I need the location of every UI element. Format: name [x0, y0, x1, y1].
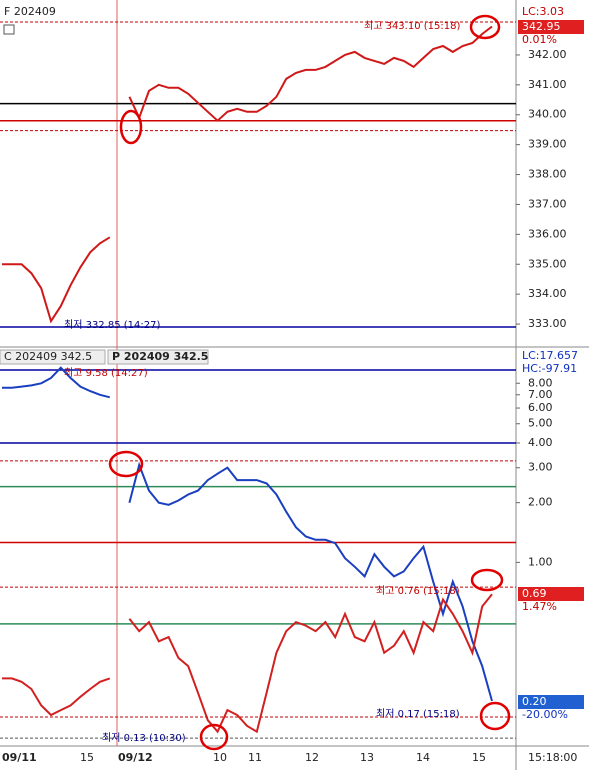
highlight-circle [119, 109, 143, 145]
price-tag [518, 20, 584, 34]
tag-text: 0.20 [522, 695, 547, 708]
price-line [2, 25, 493, 324]
title-box [107, 349, 209, 365]
x-tick-label: 11 [248, 751, 262, 764]
y-tick-label: 336.00 [528, 227, 567, 240]
annotation: 최저 0.13 (10:30) [102, 732, 186, 744]
y-tick-label: 342.00 [528, 48, 567, 61]
annotation: 최저 0.17 (15:18) [376, 708, 460, 720]
time-label: 15:18:00 [528, 751, 577, 764]
highlight-circle [479, 701, 511, 731]
y-tick-label: 340.00 [528, 108, 567, 121]
y-tick-label: 333.00 [528, 317, 567, 330]
y-tick-label: 5.00 [528, 417, 553, 430]
y-tick-label: 1.00 [528, 555, 553, 568]
x-tick-label: 10 [213, 751, 227, 764]
price-tag [518, 695, 584, 709]
pane-title: P 202409 342.5 [112, 350, 208, 363]
tag-text: -20.00% [522, 708, 568, 721]
title-box [0, 349, 106, 365]
y-tick-label: 339.00 [528, 138, 567, 151]
highlight-circle [469, 14, 501, 40]
highlight-circle [108, 450, 144, 478]
tag-text: LC:17.657 [522, 349, 578, 362]
x-tick-label: 12 [305, 751, 319, 764]
highlight-circle [199, 723, 229, 751]
x-tick-label: 09/12 [118, 751, 153, 764]
y-tick-label: 7.00 [528, 388, 553, 401]
annotation: 최고 343.10 (15:18) [364, 20, 460, 32]
price-line [2, 593, 493, 734]
price-line [2, 366, 493, 702]
y-tick-label: 3.00 [528, 461, 553, 474]
pane-title: F 202409 [4, 5, 56, 18]
pane-title: C 202409 342.5 [4, 350, 92, 363]
x-tick-label: 09/11 [2, 751, 37, 764]
y-tick-label: 8.00 [528, 376, 553, 389]
highlight-circle [470, 568, 504, 592]
y-tick-label: 338.00 [528, 168, 567, 181]
tag-text: 0.69 [522, 587, 547, 600]
price-tag [518, 587, 584, 601]
tag-text: 0.01% [522, 33, 557, 46]
y-tick-label: 334.00 [528, 287, 567, 300]
y-tick-label: 335.00 [528, 257, 567, 270]
annotation: 최고 9.58 (14:27) [64, 367, 148, 379]
annotation: 최고 0.76 (15:18) [376, 585, 460, 597]
y-tick-label: 341.00 [528, 78, 567, 91]
x-tick-label: 14 [416, 751, 430, 764]
x-tick-label: 13 [360, 751, 374, 764]
y-tick-label: 6.00 [528, 401, 553, 414]
y-tick-label: 337.00 [528, 197, 567, 210]
tag-text: 342.95 [522, 20, 561, 33]
annotation: 최저 332.85 (14:27) [64, 319, 160, 331]
grid-icon [3, 24, 15, 35]
tag-text: 1.47% [522, 600, 557, 613]
y-tick-label: 2.00 [528, 496, 553, 509]
tag-text: LC:3.03 [522, 5, 564, 18]
x-tick-label: 15 [80, 751, 94, 764]
y-tick-label: 4.00 [528, 436, 553, 449]
tag-text: HC:-97.91 [522, 362, 577, 375]
x-tick-label: 15 [472, 751, 486, 764]
